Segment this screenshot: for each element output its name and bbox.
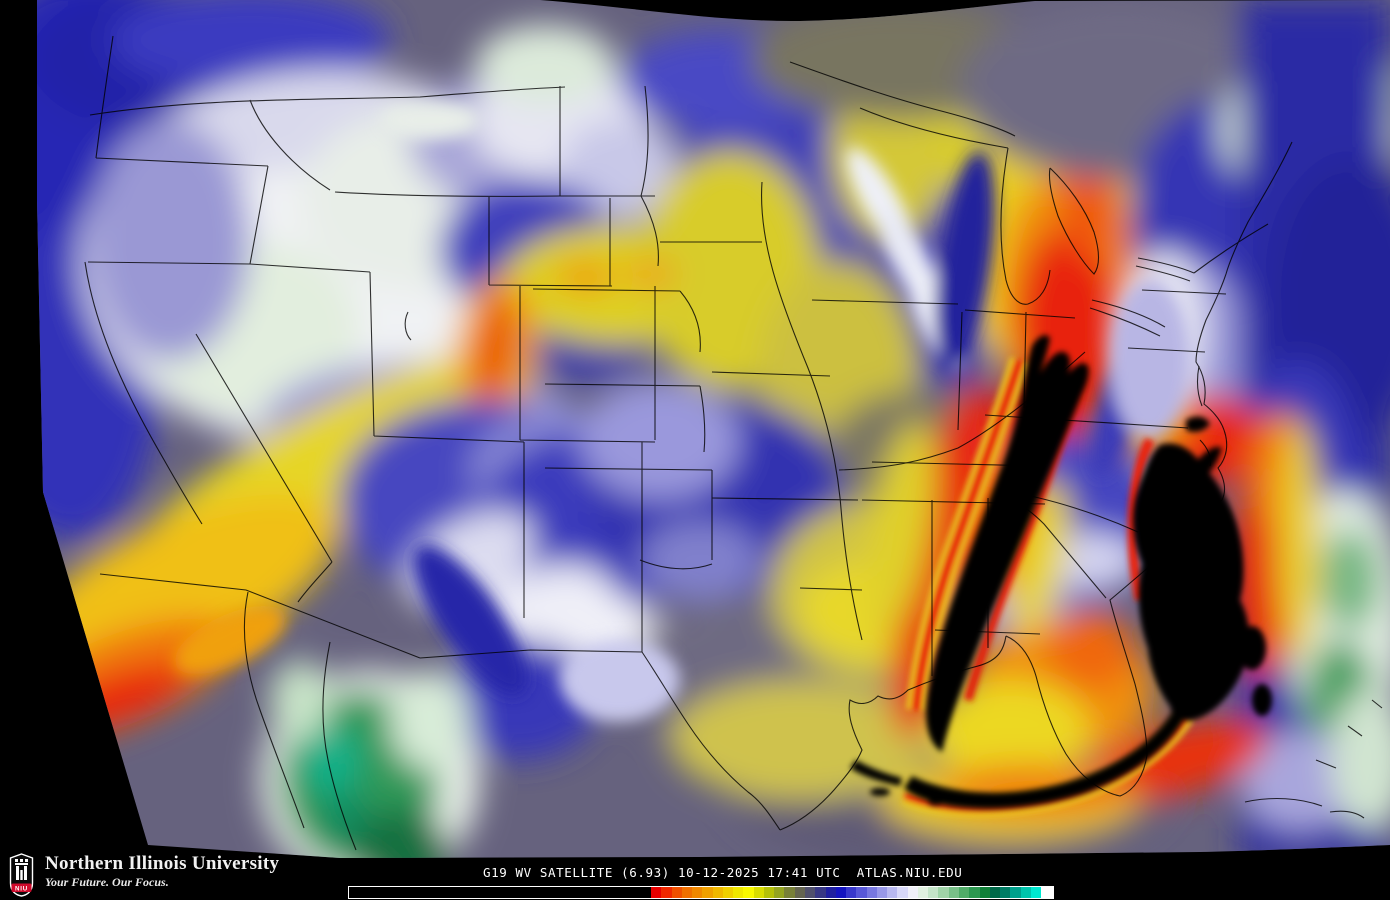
colorbar-swatch [1020, 887, 1031, 898]
university-name: Northern Illinois University [45, 853, 280, 874]
colorbar [348, 886, 1054, 899]
niu-logo-text: NIU [15, 885, 28, 892]
footer-bar: NIU Northern Illinois University Your Fu… [0, 845, 1390, 900]
colorbar-swatch [815, 887, 826, 898]
colorbar-swatch [1000, 887, 1011, 898]
colorbar-swatch [733, 887, 744, 898]
colorbar-swatch [897, 887, 908, 898]
colorbar-swatch [681, 887, 693, 898]
colorbar-swatch [794, 887, 805, 898]
colorbar-swatch [1010, 887, 1021, 898]
colorbar-end-cap [1041, 887, 1054, 898]
colorbar-swatch [979, 887, 990, 898]
colorbar-swatch [938, 887, 949, 898]
colorbar-swatch [743, 887, 754, 898]
colorbar-swatch [866, 887, 877, 898]
colorbar-swatch [774, 887, 785, 898]
dry-slot-black-bands [850, 335, 1272, 809]
colorbar-swatch [692, 887, 703, 898]
colorbar-swatch [661, 887, 672, 898]
colorbar-swatch [671, 887, 682, 898]
colorbar-swatch [928, 887, 939, 898]
colorbar-swatch [784, 887, 795, 898]
colorbar-swatch [712, 887, 723, 898]
colorbar-swatch [876, 887, 888, 898]
niu-brand: NIU Northern Illinois University Your Fu… [8, 853, 279, 897]
colorbar-swatch [1030, 887, 1042, 898]
colorbar-black-segment [349, 887, 652, 898]
niu-logo-icon: NIU [9, 853, 34, 897]
colorbar-swatch [887, 887, 898, 898]
colorbar-swatch [917, 887, 929, 898]
colorbar-swatch [989, 887, 1001, 898]
colorbar-swatch [948, 887, 959, 898]
colorbar-swatch [835, 887, 847, 898]
colorbar-swatch [958, 887, 970, 898]
colorbar-swatch [825, 887, 836, 898]
cloud-detail [174, 100, 1190, 720]
colorbar-swatch [846, 887, 857, 898]
image-caption: G19 WV SATELLITE (6.93) 10-12-2025 17:41… [483, 865, 963, 880]
brand-text: Northern Illinois University Your Future… [45, 853, 279, 889]
colorbar-swatch [856, 887, 867, 898]
colorbar-swatch [907, 887, 918, 898]
colorbar-swatch [722, 887, 734, 898]
colorbar-swatch [763, 887, 775, 898]
state-borders [84, 35, 1383, 851]
colorbar-swatch [651, 887, 662, 898]
castle-glyph [15, 859, 28, 880]
colorbar-swatch [753, 887, 764, 898]
university-tagline: Your Future. Our Focus. [45, 875, 169, 889]
colorbar-swatch [702, 887, 713, 898]
colorbar-swatch [969, 887, 980, 898]
colorbar-swatch [805, 887, 816, 898]
